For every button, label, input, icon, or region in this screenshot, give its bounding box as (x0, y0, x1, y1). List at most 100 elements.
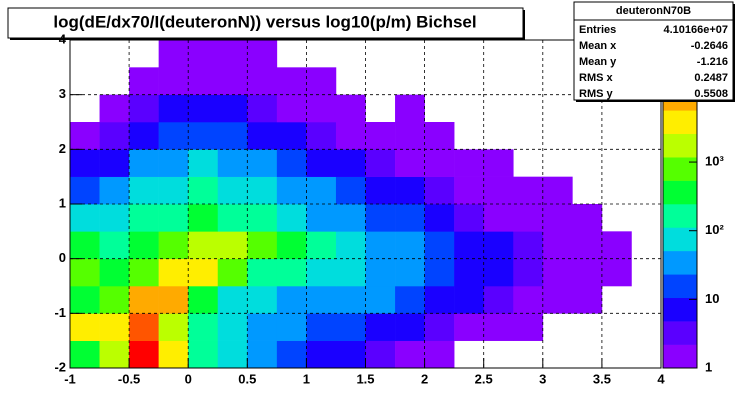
cell (99, 231, 130, 259)
stats-value: 0.5508 (694, 88, 728, 100)
y-tick-label: 2 (59, 141, 66, 156)
cell (247, 176, 278, 205)
cell (70, 122, 100, 150)
cell (335, 258, 366, 287)
cell (335, 340, 366, 369)
cell (188, 313, 219, 341)
cell (335, 286, 366, 314)
cell (454, 176, 484, 205)
cell (513, 176, 544, 205)
cell (424, 231, 455, 259)
cell (247, 340, 278, 369)
cell (483, 176, 514, 205)
cell (395, 94, 425, 123)
cell (572, 258, 603, 287)
cell (70, 340, 100, 369)
cell (572, 286, 603, 314)
cell (276, 122, 307, 150)
cell (158, 313, 189, 341)
cell (158, 286, 189, 314)
stats-value: -0.2646 (691, 40, 728, 52)
cell (158, 149, 189, 177)
color-bar-segment (663, 297, 697, 322)
cell (276, 94, 307, 123)
z-tick-label: 10² (705, 222, 724, 237)
cell (188, 340, 219, 369)
cell (70, 313, 100, 341)
cell (513, 231, 544, 259)
cell (188, 67, 219, 95)
cell (129, 176, 159, 205)
cell (424, 204, 455, 232)
y-tick-label: -2 (54, 359, 66, 374)
x-tick-label: 0.5 (238, 371, 256, 386)
cell (188, 176, 219, 205)
x-tick-label: 0 (185, 371, 192, 386)
y-tick-label: 4 (59, 31, 67, 46)
cell (129, 313, 159, 341)
cell (424, 149, 455, 177)
cell (158, 122, 189, 150)
cell (217, 286, 248, 314)
cell (217, 67, 248, 95)
cell (99, 149, 130, 177)
cell (247, 286, 278, 314)
cell (365, 258, 396, 287)
cell (99, 122, 130, 150)
cell (158, 40, 189, 68)
x-tick-label: 3 (539, 371, 546, 386)
cell (542, 204, 573, 232)
cell (513, 286, 544, 314)
cell (513, 204, 544, 232)
cell (424, 313, 455, 341)
cell (188, 231, 219, 259)
cell (276, 231, 307, 259)
stats-label: Mean x (579, 40, 617, 52)
cell (99, 258, 130, 287)
cell (158, 204, 189, 232)
cell (129, 204, 159, 232)
cell (424, 122, 455, 150)
cell (365, 313, 396, 341)
cell (306, 67, 337, 95)
cell (129, 67, 159, 95)
cell (542, 258, 573, 287)
cell (276, 340, 307, 369)
cell (395, 122, 425, 150)
cell (276, 176, 307, 205)
y-tick-label: 0 (59, 250, 66, 265)
cell (365, 122, 396, 150)
cell (395, 258, 425, 287)
cell (70, 258, 100, 287)
color-bar-segment (663, 157, 697, 181)
cell (217, 94, 248, 123)
cell (306, 149, 337, 177)
stats-label: Entries (579, 24, 616, 36)
cell (395, 286, 425, 314)
stats-background (573, 1, 734, 101)
cell (276, 286, 307, 314)
cell (188, 204, 219, 232)
cell (306, 204, 337, 232)
cell (306, 258, 337, 287)
cell (424, 340, 455, 369)
title-box (7, 7, 524, 39)
y-tick-label: -1 (54, 305, 66, 320)
cell (99, 313, 130, 341)
cell (306, 313, 337, 341)
cell (483, 149, 514, 177)
cell (99, 286, 130, 314)
cell (335, 149, 366, 177)
stats-label: RMS x (579, 72, 614, 84)
cell (365, 340, 396, 369)
cell (70, 286, 100, 314)
cell (365, 286, 396, 314)
cell (276, 149, 307, 177)
cell (454, 258, 484, 287)
cell (454, 313, 484, 341)
cell (395, 231, 425, 259)
cell (247, 258, 278, 287)
cell (247, 122, 278, 150)
cell (601, 231, 632, 259)
